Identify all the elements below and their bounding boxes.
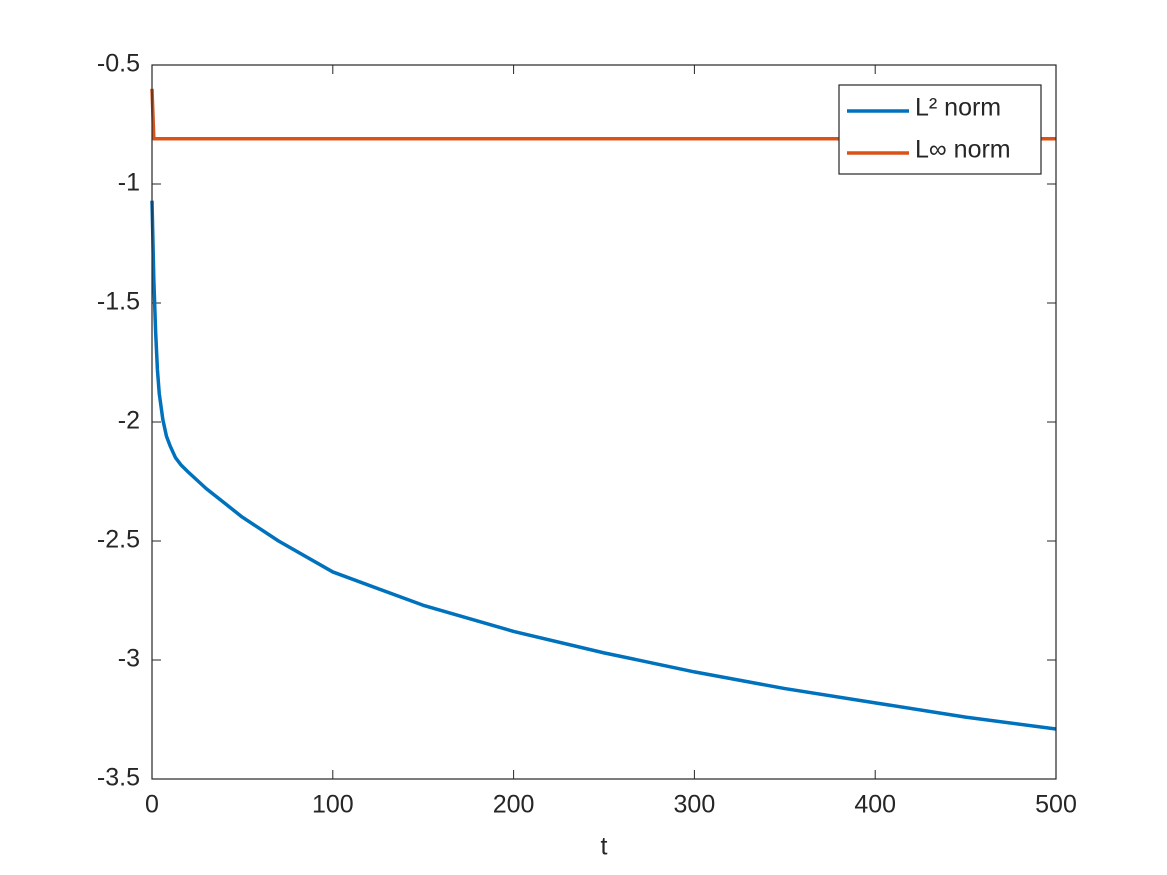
- y-tick-label: -1.5: [97, 288, 140, 316]
- legend-label: L∞ norm: [915, 136, 1011, 164]
- axes-box: [151, 64, 1057, 780]
- y-tick-label: -1: [118, 169, 140, 197]
- legend-label: L² norm: [915, 94, 1001, 122]
- x-tick-label: 200: [493, 791, 535, 819]
- x-tick-label: 400: [854, 791, 896, 819]
- x-tick-label: 500: [1035, 791, 1077, 819]
- x-axis-label: t: [601, 833, 608, 861]
- y-tick-label: -0.5: [97, 50, 140, 78]
- plot-area: [152, 65, 1056, 779]
- x-tick-label: 300: [674, 791, 716, 819]
- legend-box: [838, 84, 1042, 175]
- x-tick-label: 100: [312, 791, 354, 819]
- y-tick-label: -2.5: [97, 526, 140, 554]
- y-tick-label: -3.5: [97, 764, 140, 792]
- line: [150, 88, 1056, 141]
- y-tick-label: -2: [118, 407, 140, 435]
- y-tick-label: -3: [118, 645, 140, 673]
- line: [150, 200, 1057, 731]
- x-tick-label: 0: [145, 791, 159, 819]
